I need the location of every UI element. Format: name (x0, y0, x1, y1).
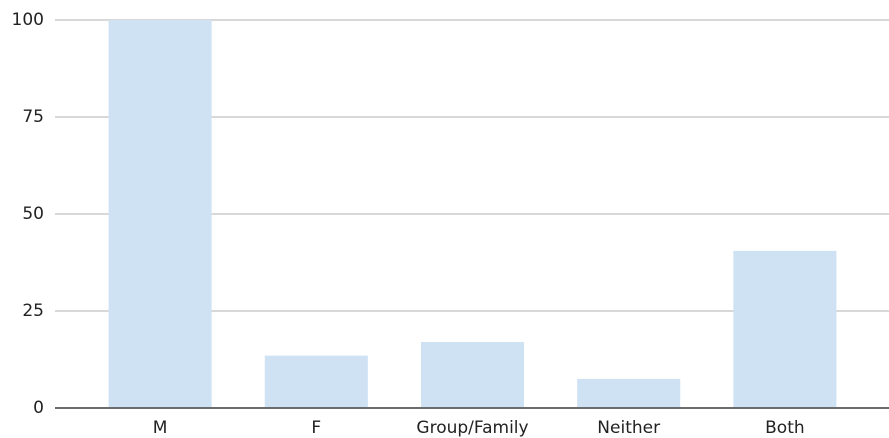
y-tick-label: 75 (22, 107, 44, 127)
bar (108, 20, 212, 408)
y-tick-label: 25 (22, 301, 44, 321)
x-tick-label: M (153, 418, 168, 438)
x-tick-label: Both (765, 418, 805, 438)
y-tick-label: 0 (33, 398, 44, 418)
bar (577, 378, 681, 408)
y-tick-label: 50 (22, 204, 44, 224)
bar (264, 355, 368, 408)
bar (733, 250, 837, 408)
bar (420, 342, 525, 408)
x-tick-label: Group/Family (416, 418, 528, 438)
x-tick-label: F (311, 418, 321, 438)
x-tick-label: Neither (597, 418, 660, 438)
y-tick-label: 100 (12, 10, 44, 30)
